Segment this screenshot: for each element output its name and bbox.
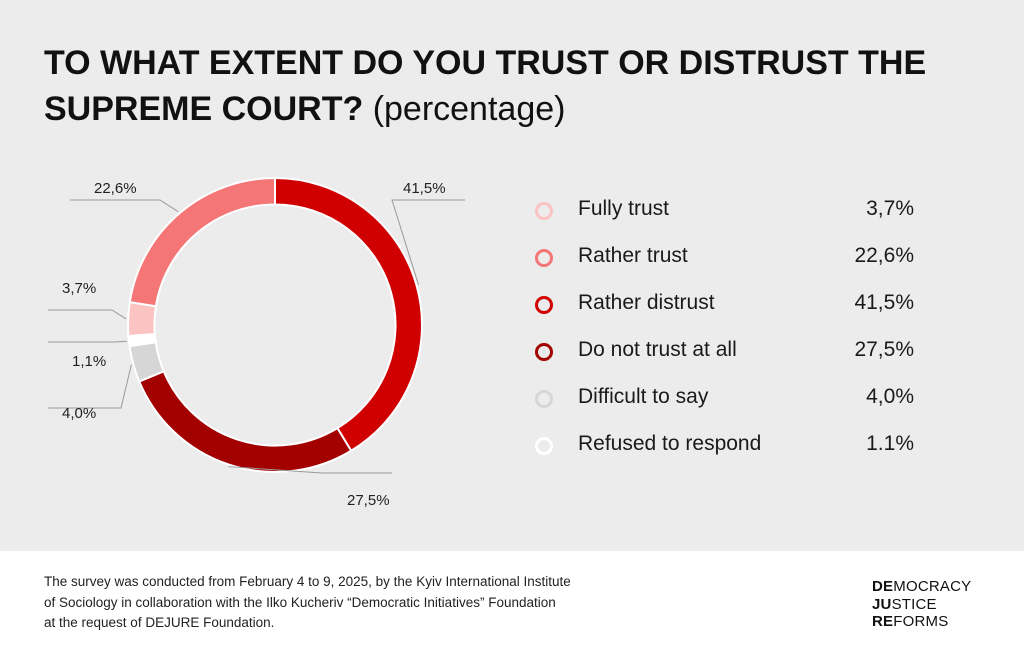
legend-value: 27,5% (854, 338, 914, 361)
legend-label: Difficult to say (578, 385, 709, 408)
legend-value: 22,6% (854, 244, 914, 267)
survey-source-note: The survey was conducted from February 4… (44, 572, 644, 634)
chart-title: TO WHAT EXTENT DO YOU TRUST OR DISTRUST … (44, 40, 1004, 132)
legend-marker-icon (535, 249, 553, 267)
source-note-line: at the request of DEJURE Foundation. (44, 615, 275, 630)
data-label: 41,5% (403, 180, 446, 197)
legend-item-fully-trust: Fully trust 3,7% (532, 189, 922, 236)
legend-marker-icon (535, 437, 553, 455)
leader-line (48, 340, 127, 343)
data-label: 1,1% (72, 353, 106, 370)
logo-line: REFORMS (872, 613, 949, 630)
chart-panel (0, 0, 1024, 551)
donut-chart: 41,5% 27,5% 4,0% 1,1% 3,7% 22,6% (48, 176, 465, 509)
source-note-line: of Sociology in collaboration with the I… (44, 594, 556, 610)
legend-value: 3,7% (866, 197, 914, 220)
donut-slice-fully-trust (127, 300, 158, 338)
logo-line: DEMOCRACY (872, 578, 972, 595)
leader-line (48, 364, 132, 409)
legend-label: Rather distrust (578, 291, 715, 314)
legend-marker-icon (535, 296, 553, 314)
legend-label: Refused to respond (578, 432, 762, 455)
legend-item-do-not-trust-at-all: Do not trust at all 27,5% (532, 330, 922, 377)
legend-marker-icon (535, 390, 553, 408)
data-label: 22,6% (94, 180, 137, 197)
leader-line (70, 199, 179, 213)
leader-line (391, 199, 465, 286)
legend-label: Rather trust (578, 244, 688, 267)
donut-slice-rather-trust (128, 176, 276, 308)
legend: Fully trust 3,7% Rather trust 22,6% Rath… (532, 189, 922, 471)
legend-item-refused-to-respond: Refused to respond 1.1% (532, 424, 922, 471)
legend-marker-icon (535, 202, 553, 220)
legend-label: Do not trust at all (578, 338, 737, 361)
leader-line (228, 466, 392, 474)
legend-value: 1.1% (866, 432, 914, 455)
legend-value: 41,5% (854, 291, 914, 314)
chart-title-sub: (percentage) (372, 90, 566, 128)
legend-item-rather-trust: Rather trust 22,6% (532, 236, 922, 283)
source-note-line: The survey was conducted from February 4… (44, 574, 571, 589)
chart-title-main: TO WHAT EXTENT DO YOU TRUST OR DISTRUST … (44, 44, 927, 128)
donut-slice-do-not-trust-at-all (137, 369, 353, 473)
data-label: 3,7% (62, 280, 96, 297)
legend-value: 4,0% (866, 385, 914, 408)
leader-line (48, 309, 127, 320)
legend-item-difficult-to-say: Difficult to say 4,0% (532, 377, 922, 424)
dejure-logo: DEMOCRACY JUSTICE REFORMS (872, 578, 971, 631)
legend-label: Fully trust (578, 197, 670, 220)
logo-line: JUSTICE (872, 595, 937, 613)
donut-slice-rather-distrust (274, 176, 423, 453)
data-label: 27,5% (347, 492, 390, 509)
legend-marker-icon (535, 343, 553, 361)
data-label: 4,0% (62, 405, 96, 422)
legend-item-rather-distrust: Rather distrust 41,5% (532, 283, 922, 330)
